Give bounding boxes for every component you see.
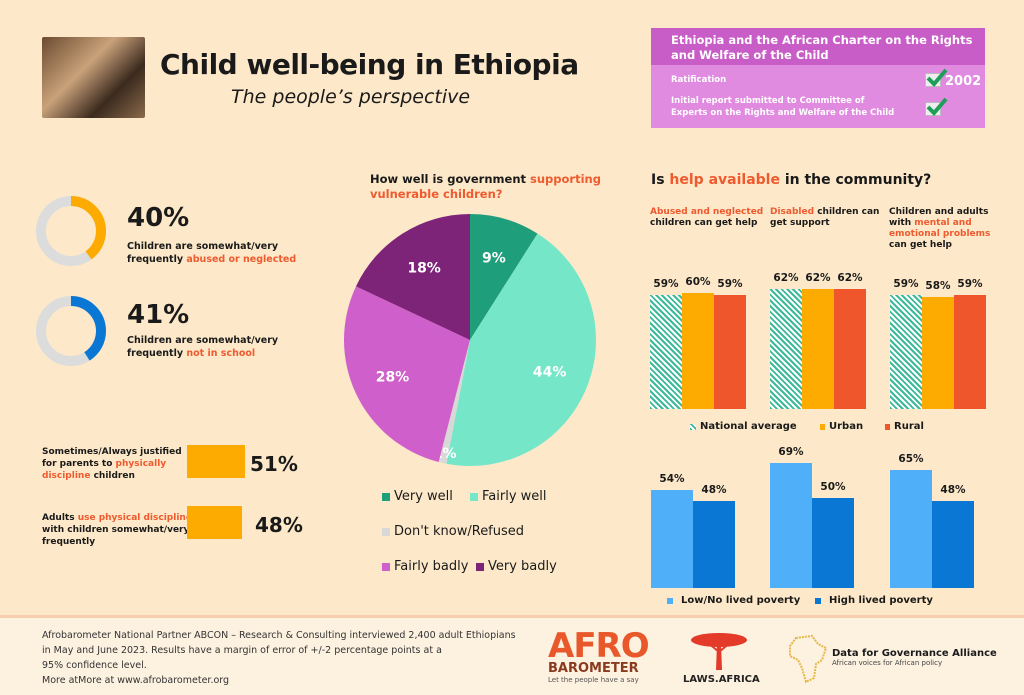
ratification-year: 2002	[945, 74, 982, 89]
bar-national-average	[770, 289, 802, 409]
pie-label: 9%	[482, 251, 506, 267]
pie-label: 18%	[407, 261, 441, 277]
donut-fill	[36, 296, 106, 366]
bar-low-no-lived-poverty	[651, 490, 693, 588]
pie-label: 28%	[376, 369, 410, 385]
bar-value-label: 59%	[893, 278, 919, 291]
bar-national-average	[650, 295, 682, 409]
legend-national: National average	[690, 421, 797, 432]
legend-low-poverty: Low/No lived poverty	[667, 595, 800, 606]
discipline-use-text: Adults use physical discipline with chil…	[42, 513, 192, 547]
legend-very-well: Very well	[382, 489, 453, 504]
bar-value-label: 59%	[653, 278, 679, 291]
legend-swatch	[382, 527, 390, 536]
legend-swatch	[382, 492, 390, 501]
legend-fairly-well: Fairly well	[470, 489, 547, 504]
stat-desc-school: Children are somewhat/very frequently no…	[127, 335, 279, 359]
pie-title: How well is government supporting vulner…	[370, 172, 601, 201]
discipline-justified-bar	[187, 445, 245, 478]
discipline-use-bar	[187, 506, 242, 539]
bar-urban	[922, 297, 954, 409]
bar-value-label: 54%	[659, 473, 685, 486]
bar-value-label: 62%	[805, 272, 831, 285]
pie-slice-fairly-well	[446, 233, 596, 466]
stat-value-school: 41%	[127, 300, 190, 330]
bar-value-label: 59%	[717, 278, 743, 291]
initial-report-label: Initial report submitted to Committee of…	[671, 96, 895, 118]
legend-swatch	[470, 492, 478, 501]
stat-desc-abused: Children are somewhat/very frequently ab…	[127, 241, 297, 265]
page-title: Child well-being in Ethiopia	[160, 48, 579, 81]
ratification-label: Ratification	[671, 75, 727, 85]
legend-fairly-badly: Fairly badly	[382, 559, 468, 574]
discipline-use-value: 48%	[255, 513, 303, 537]
bar-value-label: 58%	[925, 280, 951, 293]
africa-map-icon	[788, 634, 828, 688]
pie-label: 44%	[533, 365, 567, 381]
charter-title: Ethiopia and the African Charter on the …	[651, 28, 985, 65]
donut-school	[35, 295, 107, 371]
bar-value-label: 48%	[701, 484, 727, 497]
d4g-logo: Data for Governance Alliance African voi…	[832, 648, 997, 667]
group-label-mental: Children and adults with mental and emot…	[889, 207, 991, 250]
bar-value-label: 69%	[778, 446, 804, 459]
legend-rural: Rural	[885, 421, 924, 432]
legend-swatch	[382, 562, 390, 571]
bar-low-no-lived-poverty	[890, 470, 932, 588]
bar-urban	[682, 293, 714, 409]
charter-panel: Ethiopia and the African Charter on the …	[651, 28, 985, 128]
pie-slice-very-well	[470, 214, 538, 340]
children-photo	[42, 37, 145, 118]
bar-high-lived-poverty	[812, 497, 854, 588]
bar-rural	[714, 295, 746, 409]
page-subtitle: The people’s perspective	[231, 86, 471, 108]
bar-urban	[802, 289, 834, 409]
stat-value-abused: 40%	[127, 203, 190, 233]
bar-rural	[954, 295, 986, 409]
bar-value-label: 62%	[773, 272, 799, 285]
tree-icon	[691, 633, 747, 671]
bar-national-average	[890, 295, 922, 409]
pie-chart: 9%44%1%28%18%	[344, 214, 596, 466]
bar-value-label: 50%	[820, 480, 846, 493]
checkbox-checked-icon	[925, 68, 948, 87]
bar-value-label: 59%	[957, 278, 983, 291]
bar-value-label: 60%	[685, 276, 711, 289]
group-label-disabled: Disabled children can get support	[770, 207, 880, 228]
bar-rural	[834, 289, 866, 409]
legend-dont-know: Don't know/Refused	[382, 524, 524, 539]
footer-text: Afrobarometer National Partner ABCON – R…	[42, 630, 516, 686]
discipline-justified-value: 51%	[250, 452, 298, 476]
bar-low-no-lived-poverty	[770, 463, 812, 588]
bar-high-lived-poverty	[693, 501, 735, 588]
footer: Afrobarometer National Partner ABCON – R…	[0, 615, 1024, 695]
pie-slice-don-t-know-refused	[438, 340, 470, 464]
help-title: Is help available in the community?	[651, 172, 932, 188]
bar-value-label: 48%	[940, 484, 966, 497]
afrobarometer-logo: AFRO BAROMETER Let the people have a say	[548, 626, 650, 684]
laws-africa-logo: LAWS.AFRICA	[683, 630, 760, 685]
pie-slice-fairly-badly	[344, 286, 470, 463]
bar-value-label: 65%	[898, 453, 924, 466]
bar-value-label: 62%	[837, 272, 863, 285]
donut-fill	[36, 196, 106, 266]
legend-swatch	[476, 562, 484, 571]
bar-high-lived-poverty	[932, 501, 974, 588]
pie-slice-very-badly	[355, 214, 470, 340]
legend-very-badly: Very badly	[476, 559, 557, 574]
discipline-justified-text: Sometimes/Always justified for parents t…	[42, 447, 182, 481]
legend-urban: Urban	[820, 421, 863, 432]
checkbox-checked-icon	[925, 97, 948, 116]
donut-abused	[35, 195, 107, 271]
group-label-abused: Abused and neglected children can get he…	[650, 207, 764, 228]
legend-high-poverty: High lived poverty	[815, 595, 933, 606]
